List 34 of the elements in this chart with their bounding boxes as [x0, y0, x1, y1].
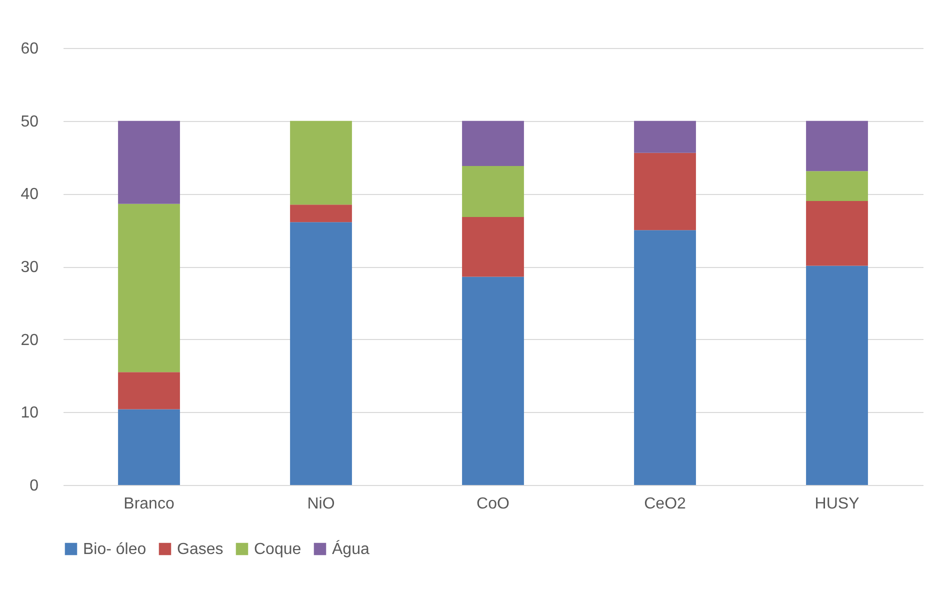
bar: [634, 120, 696, 153]
x-tick-label: NiO: [307, 496, 335, 512]
x-tick-label: CoO: [476, 496, 510, 512]
y-tick-label: 40: [20, 186, 39, 204]
x-tick-label: HUSY: [814, 496, 860, 512]
bar: [806, 171, 868, 201]
bar: [118, 204, 180, 372]
bar: [118, 120, 180, 204]
bar: [806, 200, 868, 266]
legend-label: Água: [332, 540, 370, 558]
legend-label: Bio- óleo: [83, 541, 146, 558]
y-tick-label: 10: [20, 404, 39, 422]
bar: [118, 372, 180, 410]
y-tick-label: 20: [20, 332, 39, 349]
bar: [462, 276, 524, 485]
bar: [462, 120, 524, 166]
y-tick-label: 0: [30, 478, 39, 494]
bar: [118, 409, 180, 485]
bar: [806, 120, 868, 172]
legend-label: Coque: [254, 541, 302, 558]
bar: [290, 204, 352, 222]
y-tick-label: 50: [20, 113, 39, 130]
y-tick-label: 60: [20, 40, 39, 58]
legend-label: Gases: [177, 541, 224, 558]
bar: [462, 166, 524, 217]
bar: [462, 216, 524, 277]
y-tick-label: 30: [20, 259, 39, 276]
bar: [290, 222, 352, 485]
bar: [634, 152, 696, 230]
x-tick-label: Branco: [124, 496, 174, 512]
bar: [290, 120, 352, 205]
bar: [634, 230, 696, 485]
bar: [806, 266, 868, 485]
x-tick-label: CeO2: [644, 496, 686, 512]
